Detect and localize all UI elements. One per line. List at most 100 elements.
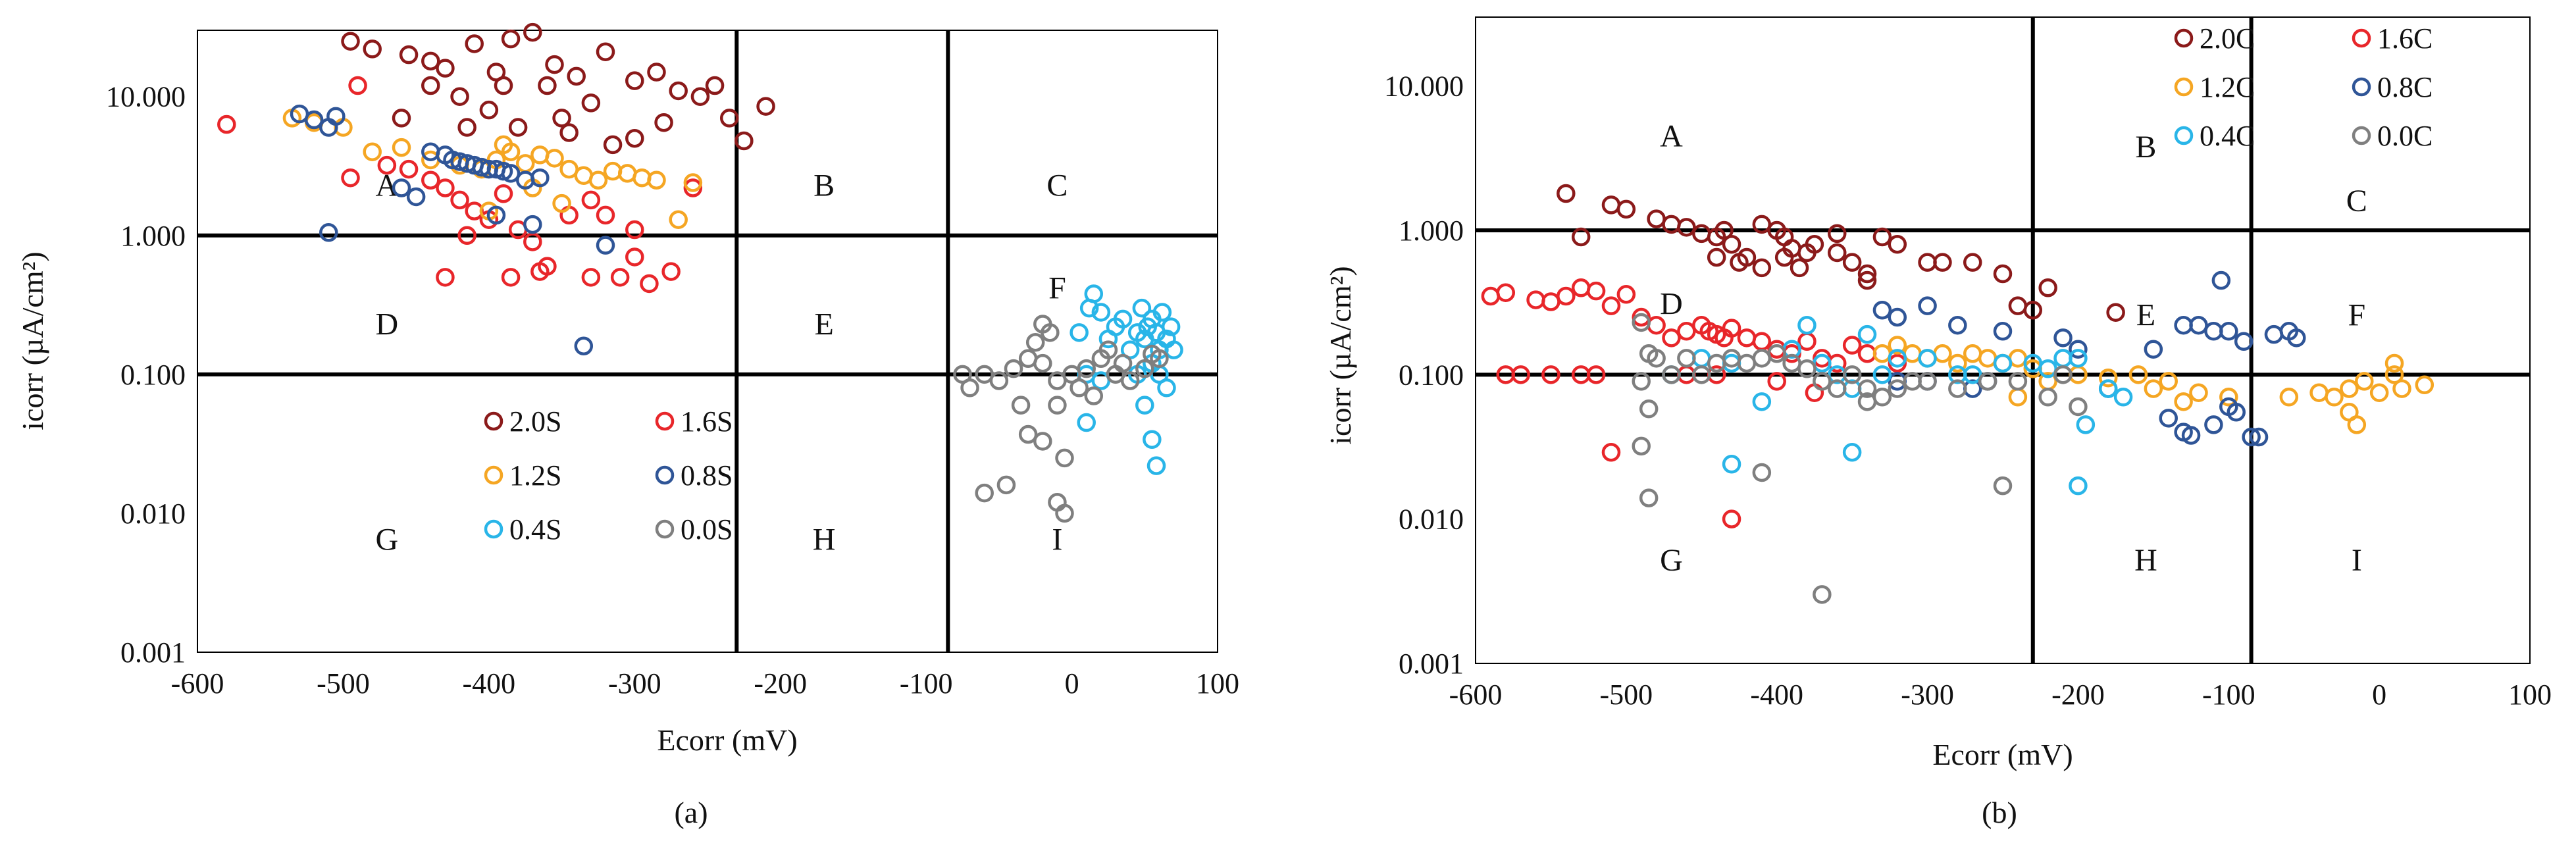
legend-label: 0.8C <box>2377 71 2433 103</box>
data-point <box>996 475 1016 495</box>
x-tick-label: -400 <box>1750 679 1803 711</box>
data-point <box>734 131 754 151</box>
chart-panel-a: A B CD EFG H I -600 -500 -400 -300 -200 -100 0 1000.… <box>16 22 1239 829</box>
data-point <box>2384 365 2404 384</box>
data-point <box>588 170 608 190</box>
x-tick-label: -100 <box>2202 679 2255 711</box>
legend-label: 2.0S <box>509 405 561 438</box>
data-point <box>1677 349 1696 368</box>
x-tick-label: -200 <box>754 667 807 700</box>
data-point <box>1120 371 1140 390</box>
legend-marker <box>655 519 675 539</box>
data-point <box>756 97 775 116</box>
data-point <box>1722 455 1741 474</box>
data-point <box>1842 442 1862 462</box>
data-point <box>326 107 346 126</box>
legend-marker <box>484 411 503 431</box>
data-point <box>1011 396 1031 415</box>
data-point <box>960 378 979 398</box>
data-point <box>1616 199 1636 219</box>
data-point <box>1842 365 1862 384</box>
legend-label: 1.2C <box>2200 71 2255 103</box>
data-point <box>1091 303 1111 322</box>
data-point <box>523 232 542 251</box>
legend-marker <box>2174 126 2194 145</box>
x-axis-title: Ecorr (mV) <box>657 723 797 757</box>
panel-label: (a) <box>674 796 708 829</box>
data-point <box>2113 388 2133 407</box>
data-point <box>1586 365 1606 384</box>
data-point <box>1767 372 1786 391</box>
region-label: G <box>376 522 399 557</box>
data-point <box>1797 359 1816 378</box>
data-point <box>1557 286 1576 306</box>
data-point <box>1143 430 1162 449</box>
data-point <box>1018 424 1038 444</box>
data-point <box>596 236 615 255</box>
data-point <box>1677 218 1696 237</box>
data-point <box>2069 476 2088 496</box>
legend: 2.0S 1.6S 1.2S 0.8S 0.4S 0.0S <box>484 405 733 546</box>
data-point <box>719 109 739 128</box>
legend-label: 1.6S <box>681 405 733 438</box>
x-tick-label: 0 <box>1065 667 1079 700</box>
data-point <box>501 164 521 183</box>
data-point <box>1639 488 1659 507</box>
series-0.0C <box>1632 313 2088 604</box>
data-point <box>341 168 360 188</box>
data-point <box>348 76 367 95</box>
legend-marker <box>2352 28 2371 48</box>
data-point <box>217 115 236 134</box>
data-point <box>610 268 630 287</box>
data-point <box>1963 365 1982 384</box>
region-label: C <box>2346 184 2367 218</box>
data-point <box>494 184 513 203</box>
data-point <box>1722 509 1741 528</box>
data-point <box>1857 324 1877 344</box>
data-point <box>457 118 477 137</box>
data-point <box>1903 372 1922 391</box>
data-point <box>1933 253 1952 272</box>
data-point <box>421 51 440 71</box>
data-point <box>1872 365 1892 384</box>
series-2.0C <box>1557 184 2125 322</box>
data-point <box>625 128 644 148</box>
region-label: F <box>1048 270 1066 305</box>
data-point <box>523 215 542 234</box>
region-label: B <box>2135 130 2156 165</box>
region-label: I <box>2352 543 2362 578</box>
data-point <box>2340 403 2359 422</box>
data-point <box>2023 300 2043 320</box>
legend-label: 0.4C <box>2200 120 2255 152</box>
data-point <box>1150 349 1169 369</box>
legend-marker <box>484 465 503 485</box>
data-point <box>705 76 725 95</box>
legend-marker <box>655 411 675 431</box>
legend-marker <box>655 465 675 485</box>
data-point <box>647 63 666 82</box>
data-point <box>1161 317 1181 336</box>
data-point <box>1948 353 1967 373</box>
data-point <box>2128 365 2148 384</box>
x-tick-label: -400 <box>463 667 516 700</box>
legend-label: 0.0S <box>681 513 733 546</box>
legend-label: 1.6C <box>2377 22 2433 55</box>
data-point <box>479 100 499 120</box>
data-point <box>596 205 615 225</box>
legend-marker <box>2174 28 2194 48</box>
data-point <box>1993 264 2013 284</box>
legend-label: 1.2S <box>509 459 561 492</box>
data-point <box>1048 396 1067 415</box>
data-point <box>1098 340 1118 359</box>
data-point <box>1918 296 1937 315</box>
data-point <box>581 93 601 113</box>
y-tick-label: 0.001 <box>1399 648 1464 680</box>
x-axis-title: Ecorr (mV) <box>1932 738 2073 771</box>
data-point <box>989 371 1009 390</box>
data-point <box>494 135 513 155</box>
data-point <box>2106 303 2125 322</box>
data-point <box>1993 476 2013 496</box>
data-point <box>625 247 644 267</box>
